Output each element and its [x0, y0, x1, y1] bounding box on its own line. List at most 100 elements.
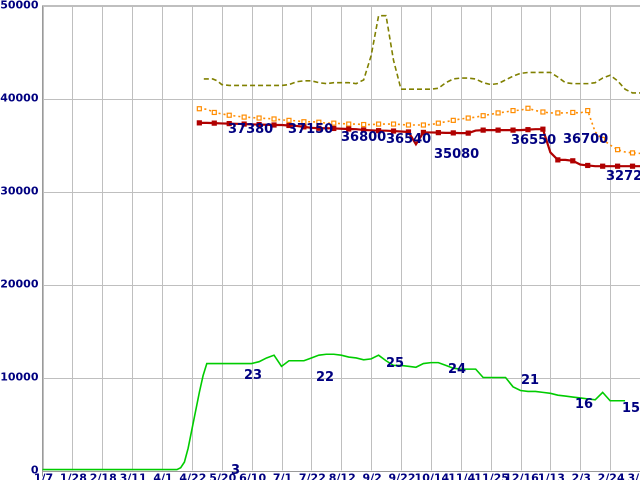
series-marker-orange-dotted-mid	[450, 117, 456, 123]
data-point-label: 36800	[341, 130, 386, 145]
series-marker-dark-red-main	[271, 122, 277, 128]
y-tick-label: 20000	[0, 278, 39, 291]
x-tick-label: 9/2	[362, 472, 381, 480]
series-marker-orange-dotted-mid	[211, 109, 217, 116]
x-tick-label: 1/7	[34, 472, 53, 480]
data-point-label: 3	[231, 463, 240, 478]
series-marker-dark-red-main	[361, 127, 367, 133]
x-tick-label: 4/22	[179, 472, 206, 480]
series-line-olive-dashed-upper	[203, 14, 640, 94]
series-marker-dark-red-main	[226, 121, 232, 127]
series-marker-orange-dotted-mid	[525, 105, 531, 111]
x-tick-label: 2/18	[90, 472, 117, 480]
x-tick-label: 1/13	[538, 472, 565, 480]
series-marker-dark-red-main	[301, 124, 307, 130]
series-marker-dark-red-main	[555, 157, 561, 163]
series-marker-orange-dotted-mid	[510, 107, 516, 114]
series-marker-orange-dotted-mid	[420, 122, 427, 128]
x-axis-tick-labels: 1/7 1/28 2/18 3/11 4/1 4/22 5/20 6/10 7/1 7/22 8/1…	[34, 472, 640, 480]
x-tick-label: 11/4	[448, 472, 475, 480]
series-line-green-lower	[42, 353, 626, 471]
x-tick-label: 3/11	[120, 472, 147, 480]
series-marker-dark-red-main	[465, 130, 471, 136]
x-tick-label: 9/22	[389, 472, 416, 480]
x-tick-label: 7/1	[273, 472, 292, 480]
x-tick-label: 2/3	[572, 472, 591, 480]
x-tick-label: 3/17	[628, 472, 640, 480]
series-marker-dark-red-main	[375, 128, 382, 134]
data-point-label: 21	[521, 373, 539, 388]
y-tick-label: 40000	[0, 92, 39, 105]
data-point-label: 36540	[386, 132, 431, 147]
series-marker-dark-red-main	[316, 125, 322, 131]
data-point-label: 37150	[288, 122, 333, 137]
series-marker-dark-red-main	[241, 121, 247, 127]
series-marker-dark-red-main	[480, 127, 486, 133]
series-marker-orange-dotted-mid	[241, 114, 247, 120]
series-marker-dark-red-main	[600, 163, 606, 169]
series-marker-dark-red-main	[420, 129, 427, 136]
series-marker-dark-red-main	[286, 122, 292, 129]
series-marker-dark-red-main	[540, 126, 546, 132]
y-tick-label: 10000	[0, 371, 39, 384]
x-tick-label: 5/20	[209, 472, 236, 480]
series-marker-orange-dotted-mid	[196, 106, 202, 112]
x-tick-label: 11/25	[474, 472, 509, 480]
x-tick-label: 10/14	[415, 472, 450, 480]
x-tick-label: 6/10	[239, 472, 266, 480]
series-marker-dark-red-main	[614, 163, 621, 169]
series-marker-dark-red-main	[525, 127, 531, 133]
series-marker-orange-dotted-mid	[271, 116, 277, 122]
series-marker-dark-red-main	[629, 163, 636, 169]
series-marker-orange-dotted-mid	[495, 110, 501, 116]
data-point-label: 35080	[434, 147, 479, 162]
series-marker-dark-red-main	[435, 130, 441, 136]
series-marker-orange-dotted-mid	[256, 115, 262, 121]
data-point-label: 36700	[563, 132, 608, 147]
series-marker-orange-dotted-mid	[629, 150, 636, 156]
series-marker-dark-red-main	[405, 129, 412, 135]
series-marker-dark-red-main	[450, 130, 456, 136]
series-marker-orange-dotted-mid	[540, 109, 546, 115]
series-marker-dark-red-main	[495, 127, 501, 133]
y-tick-label: 0	[31, 464, 39, 477]
series-marker-orange-dotted-mid	[585, 107, 591, 114]
series-marker-orange-dotted-mid	[361, 121, 367, 128]
x-tick-label: 2/24	[598, 472, 625, 480]
series-marker-dark-red-main	[346, 126, 352, 132]
y-tick-label: 30000	[0, 185, 39, 198]
data-point-label: 37380	[228, 122, 273, 137]
series-marker-dark-red-main	[570, 158, 576, 164]
series-marker-dark-red-main	[585, 162, 591, 169]
series-marker-orange-dotted-mid	[346, 121, 352, 127]
series-marker-dark-red-main	[390, 128, 397, 134]
series-marker-orange-dotted-mid	[301, 119, 307, 125]
x-tick-label: 7/22	[299, 472, 326, 480]
series-marker-orange-dotted-mid	[600, 136, 606, 143]
series-marker-orange-dotted-mid	[316, 119, 322, 125]
data-point-label: 16	[575, 397, 593, 412]
series-marker-orange-dotted-mid	[435, 120, 441, 126]
data-series-layer	[42, 14, 640, 471]
series-marker-orange-dotted-mid	[480, 113, 486, 119]
data-point-label: 36550	[511, 133, 556, 148]
series-line-orange-dotted-mid	[199, 107, 640, 155]
series-marker-dark-red-main	[256, 121, 262, 128]
x-tick-label: 12/16	[504, 472, 539, 480]
series-marker-dark-red-main	[211, 120, 217, 126]
x-tick-label: 8/12	[329, 472, 356, 480]
series-marker-orange-dotted-mid	[286, 117, 292, 123]
series-marker-orange-dotted-mid	[614, 147, 621, 153]
series-marker-orange-dotted-mid	[570, 109, 576, 116]
series-marker-orange-dotted-mid	[390, 121, 397, 127]
series-marker-orange-dotted-mid	[465, 115, 471, 121]
series-marker-orange-dotted-mid	[331, 120, 337, 126]
series-marker-orange-dotted-mid	[405, 122, 412, 128]
x-tick-label: 4/1	[153, 472, 172, 480]
y-axis-tick-labels: 0 10000 20000 30000 40000 50000	[0, 0, 39, 477]
y-tick-label: 50000	[0, 0, 39, 12]
